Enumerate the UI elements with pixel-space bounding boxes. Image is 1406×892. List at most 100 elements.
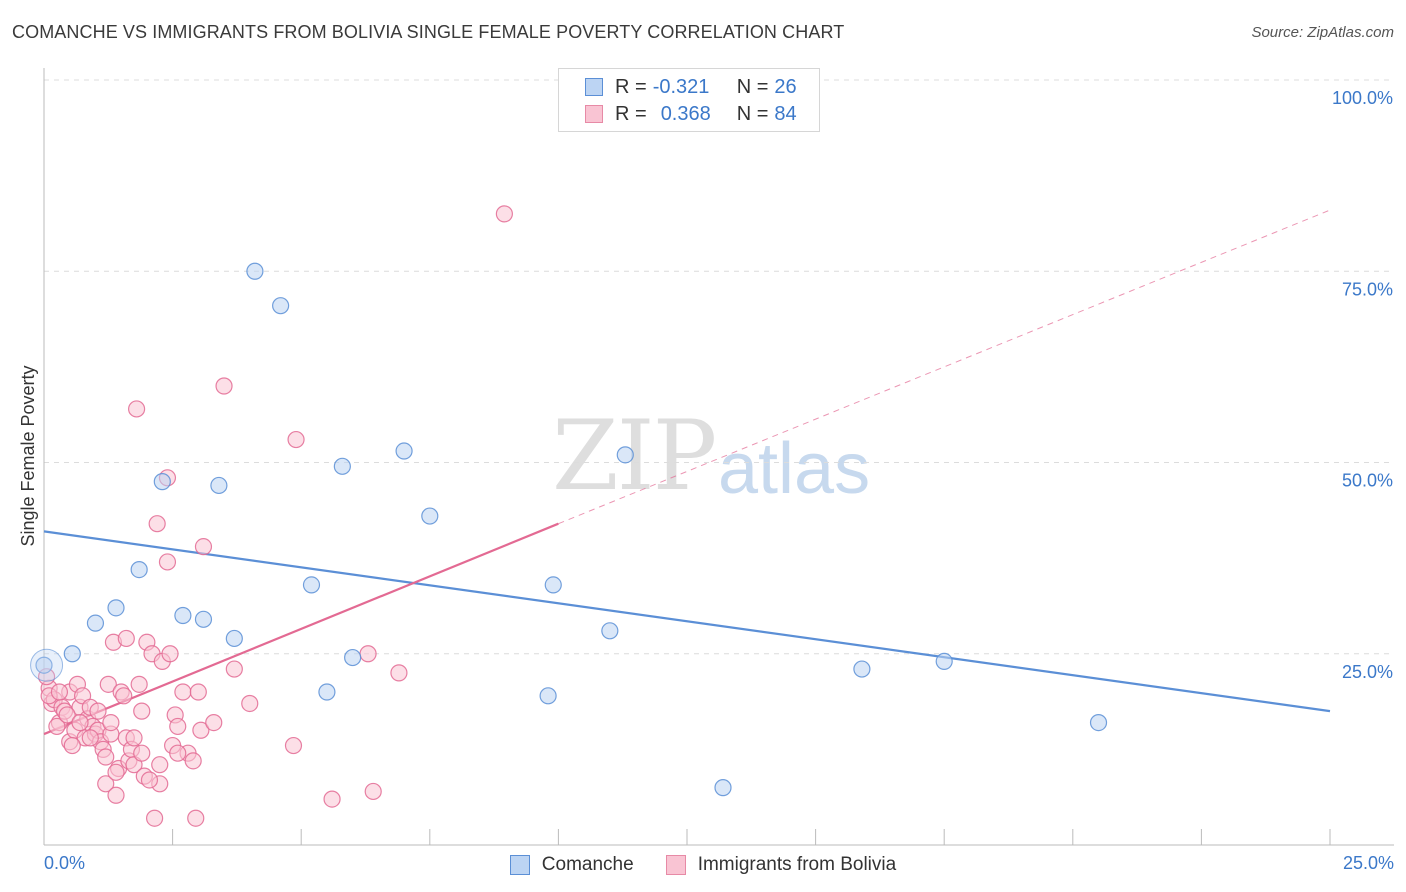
- point-bolivia: [169, 717, 187, 736]
- point-bolivia: [133, 744, 151, 762]
- point-comanche: [714, 779, 732, 797]
- watermark-atlas: atlas: [718, 429, 871, 509]
- point-bolivia: [127, 400, 146, 418]
- x-tick-label: 0.0%: [44, 853, 85, 873]
- point-comanche: [344, 648, 362, 667]
- point-comanche: [194, 610, 213, 628]
- legend-row-bolivia: R = 0.368 N = 84: [585, 102, 797, 126]
- point-bolivia: [115, 687, 133, 705]
- y-tick-label: 75.0%: [1342, 279, 1393, 299]
- point-comanche: [63, 645, 81, 663]
- point-bolivia: [140, 771, 159, 789]
- point-comanche: [153, 473, 171, 491]
- bottom-legend-label-bolivia: Immigrants from Bolivia: [697, 854, 897, 875]
- trend-line-comanche: [43, 530, 1331, 713]
- legend-r-label: R =: [615, 75, 647, 98]
- point-comanche: [333, 457, 351, 475]
- point-bolivia: [390, 664, 408, 682]
- bottom-legend-bolivia: Immigrants from Bolivia: [665, 854, 897, 876]
- point-bolivia: [187, 809, 205, 827]
- legend-n-value: 26: [774, 75, 797, 98]
- point-comanche: [130, 560, 148, 579]
- point-bolivia: [107, 763, 125, 781]
- point-comanche: [246, 262, 264, 280]
- point-comanche: [616, 446, 634, 464]
- point-bolivia: [117, 629, 135, 648]
- legend-swatch-bolivia: [585, 105, 603, 123]
- point-bolivia: [284, 736, 303, 755]
- point-comanche: [35, 656, 53, 674]
- point-bolivia: [145, 809, 164, 827]
- bottom-legend: Comanche Immigrants from Bolivia: [0, 852, 1406, 878]
- point-bolivia: [189, 683, 207, 701]
- point-comanche-cluster: [30, 648, 64, 682]
- point-bolivia: [97, 775, 115, 793]
- legend-n-label: N =: [736, 102, 769, 125]
- watermark-zip: ZIP: [552, 400, 717, 512]
- point-bolivia: [241, 694, 259, 713]
- point-comanche: [302, 576, 321, 594]
- chart-title: COMANCHE VS IMMIGRANTS FROM BOLIVIA SING…: [12, 22, 845, 42]
- point-bolivia: [174, 683, 192, 701]
- point-bolivia: [50, 683, 69, 701]
- point-comanche: [174, 606, 192, 625]
- point-comanche: [935, 652, 953, 671]
- point-bolivia: [102, 713, 120, 732]
- point-bolivia: [184, 752, 202, 770]
- point-bolivia: [97, 748, 115, 766]
- point-bolivia: [125, 729, 143, 747]
- point-bolivia: [99, 675, 117, 693]
- point-bolivia: [194, 538, 213, 556]
- point-bolivia: [169, 744, 187, 762]
- point-bolivia: [225, 660, 243, 678]
- point-bolivia: [192, 721, 210, 739]
- point-comanche: [395, 442, 413, 460]
- point-comanche: [107, 599, 125, 617]
- bottom-legend-swatch-bolivia: [665, 855, 686, 875]
- point-comanche: [601, 622, 619, 640]
- bottom-legend-comanche: Comanche: [509, 854, 634, 876]
- legend: R = -0.321 N = 26 R = 0.368 N = 84: [558, 68, 820, 132]
- point-comanche: [1089, 713, 1108, 732]
- point-bolivia: [107, 786, 125, 804]
- point-comanche: [544, 576, 562, 594]
- trend-lines: [43, 209, 1331, 736]
- point-bolivia: [81, 729, 99, 747]
- point-comanche: [210, 476, 228, 495]
- point-bolivia: [359, 645, 377, 663]
- grid-lines: [44, 79, 1394, 655]
- data-points: [30, 205, 1108, 827]
- point-comanche: [318, 683, 336, 701]
- bottom-legend-label-comanche: Comanche: [541, 854, 634, 875]
- point-bolivia: [89, 702, 107, 720]
- legend-swatch-comanche: [585, 78, 603, 96]
- source-label: Source: ZipAtlas.com: [1251, 24, 1394, 41]
- bottom-legend-swatch-comanche: [509, 855, 530, 875]
- point-comanche: [853, 660, 871, 678]
- x-tick-label: 25.0%: [1343, 853, 1394, 873]
- point-bolivia: [323, 790, 341, 808]
- point-bolivia: [133, 702, 151, 720]
- point-bolivia: [495, 205, 513, 223]
- point-comanche: [421, 507, 439, 525]
- axes: [43, 68, 1394, 846]
- point-comanche: [86, 614, 105, 632]
- y-tick-label: 100.0%: [1332, 88, 1393, 108]
- legend-n-value: 84: [774, 102, 797, 125]
- point-comanche: [272, 297, 290, 315]
- point-bolivia: [63, 736, 81, 755]
- point-bolivia: [364, 782, 382, 801]
- y-tick-label: 25.0%: [1342, 662, 1393, 682]
- point-comanche: [225, 629, 243, 648]
- legend-n-label: N =: [736, 75, 769, 98]
- point-bolivia: [205, 713, 223, 732]
- point-comanche: [539, 687, 557, 705]
- point-bolivia: [148, 515, 166, 533]
- point-bolivia: [48, 717, 66, 736]
- point-bolivia: [71, 713, 89, 732]
- point-bolivia: [287, 430, 305, 449]
- y-tick-label: 50.0%: [1342, 471, 1393, 491]
- point-bolivia: [161, 645, 179, 663]
- legend-row-comanche: R = -0.321 N = 26: [585, 75, 797, 99]
